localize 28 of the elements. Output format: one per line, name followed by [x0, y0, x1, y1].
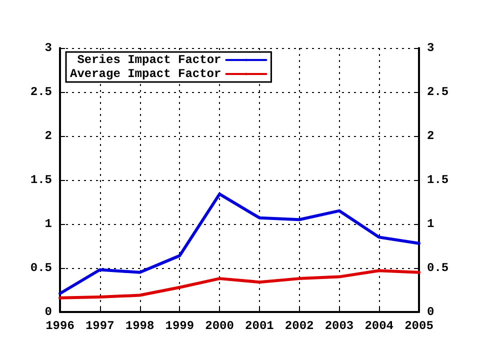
line-series	[58, 192, 420, 296]
y2-tick-label: 0.5	[427, 261, 449, 275]
x-tick-label: 1997	[85, 319, 114, 333]
y2-tick-label: 2.5	[427, 85, 449, 99]
x-tick-label: 2003	[324, 319, 354, 333]
x-tick-label: 1998	[125, 319, 154, 333]
x-tick-label: 2005	[404, 319, 434, 333]
legend-label: Average Impact Factor	[70, 67, 222, 81]
y-tick-label: 2.5	[30, 85, 52, 99]
y2-tick-label: 1.5	[427, 173, 449, 187]
y2-tick-label: 1	[427, 217, 434, 231]
legend-label: Series Impact Factor	[77, 53, 222, 67]
y-tick-label: 0.5	[30, 261, 52, 275]
x-tick-label: 1999	[165, 319, 194, 333]
y2-tick-label: 3	[427, 41, 434, 55]
y-tick-label: 0	[44, 305, 52, 319]
x-tick-label: 1996	[46, 319, 74, 333]
y2-tick-label: 0	[427, 305, 434, 319]
y-tick-label: 1.5	[30, 173, 52, 187]
y-tick-label: 2	[44, 129, 52, 143]
x-tick-label: 2001	[245, 319, 274, 333]
x-tick-label: 2000	[205, 319, 234, 333]
y-tick-label: 3	[44, 41, 52, 55]
x-tick-label: 2002	[284, 319, 314, 333]
y-tick-label: 1	[44, 217, 52, 231]
x-tick-label: 2004	[364, 319, 394, 333]
y2-tick-label: 2	[427, 129, 434, 143]
line-series	[58, 269, 420, 300]
